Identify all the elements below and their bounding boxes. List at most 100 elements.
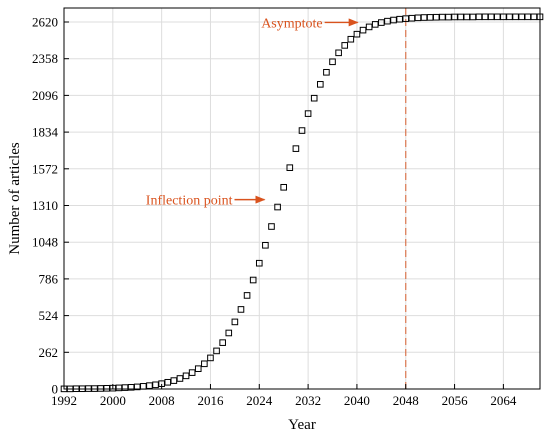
data-point: [378, 19, 385, 26]
data-point: [237, 306, 245, 313]
data-point: [323, 68, 330, 76]
x-tick-label: 2016: [197, 393, 224, 408]
data-point: [359, 26, 367, 34]
data-point: [170, 377, 178, 384]
data-point: [475, 13, 483, 21]
data-point: [487, 13, 495, 21]
data-point: [176, 375, 184, 382]
x-tick-label: 2064: [490, 393, 517, 408]
data-point: [262, 241, 269, 249]
asymptote-label: Asymptote: [261, 16, 322, 31]
data-point: [298, 127, 306, 134]
y-tick-label: 1834: [32, 125, 59, 140]
data-point: [194, 365, 202, 372]
data-point: [420, 14, 428, 21]
data-point: [396, 15, 403, 23]
data-point: [365, 23, 373, 31]
y-tick-label: 786: [39, 271, 59, 286]
data-point: [286, 164, 294, 171]
data-point: [97, 385, 104, 392]
data-point: [164, 378, 172, 386]
x-tick-label: 2040: [344, 393, 370, 408]
x-tick-label: 2056: [442, 393, 469, 408]
data-point: [133, 383, 141, 391]
data-points: [60, 13, 544, 393]
data-point: [335, 49, 342, 57]
data-point: [231, 318, 239, 326]
y-tick-label: 524: [39, 308, 59, 323]
data-point: [347, 35, 355, 43]
data-point: [121, 384, 129, 391]
data-point: [103, 384, 111, 392]
plot-frame: [63, 7, 541, 390]
y-tick-label: 0: [52, 382, 59, 397]
data-point: [310, 94, 318, 102]
data-point: [317, 81, 324, 88]
data-point: [127, 384, 135, 391]
data-point: [182, 372, 190, 380]
x-tick-label: 1992: [51, 393, 77, 408]
y-tick-label: 262: [39, 345, 59, 360]
data-point: [115, 384, 123, 392]
data-point: [292, 145, 300, 152]
x-tick-label: 2032: [295, 393, 321, 408]
data-point: [451, 13, 458, 21]
y-tick-label: 2358: [32, 51, 58, 66]
data-point: [188, 369, 196, 376]
data-point: [207, 354, 214, 362]
x-tick-label: 2000: [100, 393, 126, 408]
data-point: [255, 259, 263, 267]
data-point: [512, 13, 519, 21]
data-point: [274, 203, 281, 211]
data-point: [280, 183, 287, 191]
y-tick-label: 2096: [32, 88, 59, 103]
data-point: [500, 13, 507, 21]
data-point: [390, 16, 397, 24]
data-point: [243, 292, 251, 299]
y-axis: 0 262 524 786 1048 1310 1572 1834 2096 2358 2620: [32, 15, 69, 397]
data-point: [213, 347, 220, 355]
data-point: [463, 13, 471, 21]
annotations: Inflection point Asymptote: [146, 16, 359, 209]
x-axis: 1992 2000 2008 2016 2024 2032 2040 2048 2056 2064: [51, 384, 517, 408]
y-tick-label: 1310: [32, 198, 58, 213]
data-point: [408, 14, 416, 22]
data-point: [506, 13, 513, 21]
data-point: [524, 13, 532, 21]
data-point: [481, 13, 489, 21]
data-point: [225, 329, 233, 337]
x-tick-label: 2048: [393, 393, 419, 408]
data-point: [439, 13, 446, 21]
x-tick-label: 2008: [149, 393, 175, 408]
data-point: [426, 14, 434, 21]
data-point: [304, 110, 312, 117]
data-point: [219, 339, 226, 346]
data-point: [457, 13, 464, 21]
data-point: [353, 30, 361, 38]
x-axis-title: Year: [288, 417, 316, 433]
data-point: [445, 13, 452, 21]
data-point: [493, 13, 501, 21]
y-axis-title: Number of articles: [7, 142, 23, 255]
data-point: [518, 13, 525, 21]
inflection-label: Inflection point: [146, 194, 233, 209]
y-tick-label: 1572: [32, 161, 58, 176]
grid: [63, 8, 540, 390]
data-point: [341, 42, 349, 49]
data-point: [146, 382, 153, 389]
data-point: [371, 21, 379, 28]
data-point: [268, 223, 275, 230]
data-point: [402, 15, 410, 22]
data-point: [152, 381, 159, 389]
x-tick-label: 2024: [246, 393, 273, 408]
data-point: [469, 13, 477, 21]
data-point: [530, 13, 538, 21]
y-tick-label: 2620: [32, 15, 58, 30]
data-point: [329, 58, 336, 66]
data-point: [414, 14, 422, 22]
y-tick-label: 1048: [32, 235, 58, 250]
data-point: [384, 17, 391, 25]
data-point: [201, 360, 208, 368]
data-point: [432, 13, 440, 21]
